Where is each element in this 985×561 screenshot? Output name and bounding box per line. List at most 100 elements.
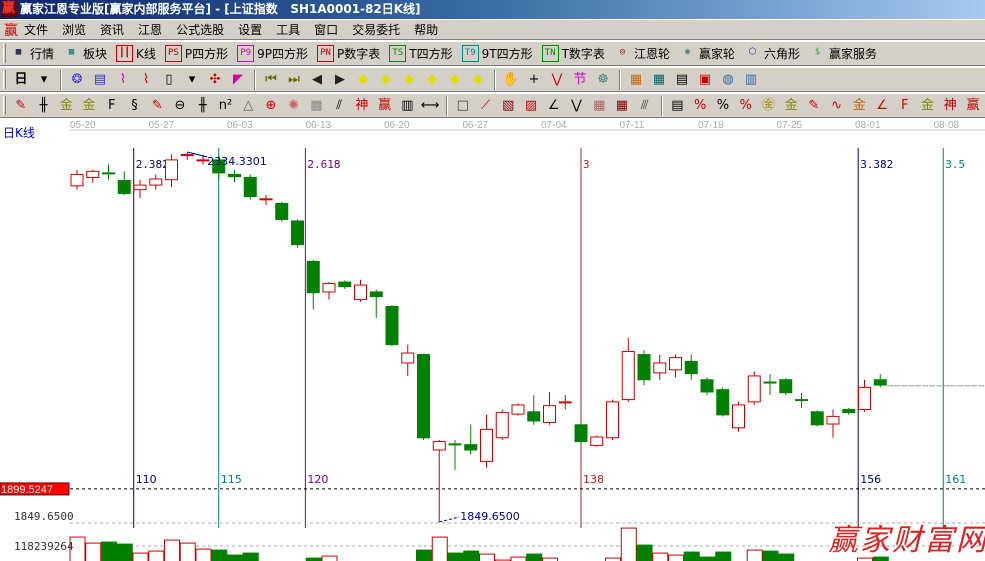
candle-type-icon[interactable]: ▯ xyxy=(165,71,173,87)
f-lines-icon[interactable]: F xyxy=(108,97,116,113)
v-lines-icon[interactable]: ⋁ xyxy=(571,97,582,113)
brain-icon[interactable]: ☸ xyxy=(597,71,609,87)
gold-lines-3-icon[interactable]: 金 xyxy=(784,97,798,113)
menu-item-2[interactable]: 资讯 xyxy=(100,23,125,37)
steps-3-icon[interactable]: ⌇ xyxy=(119,71,127,87)
toolbar-button-4[interactable]: P9 9P四方形 xyxy=(237,45,308,62)
box-icon[interactable]: □ xyxy=(456,97,469,113)
fan-box-2-icon[interactable]: ▨ xyxy=(524,97,538,113)
gold-angle-icon[interactable]: 金 xyxy=(920,97,934,113)
calculator-icon[interactable]: ▦ xyxy=(652,71,666,87)
period-selector[interactable]: 日 xyxy=(14,71,28,87)
next-icon[interactable]: ▶ xyxy=(335,71,345,87)
report-icon[interactable]: ▤ xyxy=(675,71,689,87)
fan-icon[interactable]: ⟋ xyxy=(480,97,491,113)
pen-icon[interactable]: ✎ xyxy=(15,97,27,113)
angle-lines-icon[interactable]: ⫽ xyxy=(336,97,343,113)
toolbar-button-12[interactable]: $ 赢家服务 xyxy=(809,45,877,62)
circle-ruler-icon[interactable]: ⊖ xyxy=(174,97,186,113)
network-icon[interactable]: ◍ xyxy=(722,71,734,87)
expand-all-icon[interactable]: ◆ xyxy=(450,71,460,87)
period-dropdown-icon[interactable]: ▾ xyxy=(40,71,48,87)
gold-circle-icon[interactable]: ㊎ xyxy=(761,97,775,113)
move-left-icon[interactable]: ◆ xyxy=(358,71,368,87)
toolbar-button-10[interactable]: ◉ 赢家轮 xyxy=(679,45,735,62)
shen-angle-icon[interactable]: 神 xyxy=(943,97,957,113)
kline-chart[interactable]: 05-20 05-27 06-03 06-13 06-20 06-27 07-04 07-11… xyxy=(0,118,985,561)
crosshair-icon[interactable]: + xyxy=(528,71,540,87)
expand-h-icon[interactable]: ◆ xyxy=(404,71,414,87)
toolbar-button-5[interactable]: PN P数字表 xyxy=(317,45,380,62)
flag-icon[interactable]: ◤ xyxy=(233,71,243,87)
toolbar-button-8[interactable]: TN T数字表 xyxy=(541,45,605,62)
grid-lines-icon[interactable]: ╫ xyxy=(198,97,207,113)
triangle-icon[interactable]: △ xyxy=(243,97,254,113)
hand-icon[interactable]: ✋ xyxy=(502,71,520,87)
style-icon[interactable]: ✣ xyxy=(209,71,221,87)
bars-icon[interactable]: ▤ xyxy=(671,97,684,113)
web-icon[interactable]: ▩ xyxy=(310,97,323,113)
parallel-lines-icon[interactable]: ╫ xyxy=(39,97,48,113)
menu-item-1[interactable]: 浏览 xyxy=(62,23,87,37)
gold-lines-icon[interactable]: 金 xyxy=(59,97,73,113)
pattern-icon[interactable]: ❂ xyxy=(71,71,83,87)
n-square-icon[interactable]: n² xyxy=(218,97,233,113)
toolbar-button-7[interactable]: T9 9T四方形 xyxy=(461,45,533,62)
toolbar-grip[interactable] xyxy=(3,96,6,115)
percent-lines-icon[interactable]: % xyxy=(739,97,752,113)
menu-item-0[interactable]: 文件 xyxy=(24,23,49,37)
menu-item-4[interactable]: 公式选股 xyxy=(176,23,225,37)
computer-icon[interactable]: ▥ xyxy=(744,71,758,87)
grid-box-2-icon[interactable]: ▦ xyxy=(615,97,629,113)
grid-box-icon[interactable]: ▦ xyxy=(593,97,606,113)
toolbar-button-11[interactable]: ⬡ 六角形 xyxy=(744,45,800,62)
toolbar-button-0[interactable]: ▦ 行情 xyxy=(10,45,54,62)
width-icon[interactable]: ⟷ xyxy=(420,97,440,113)
menu-item-6[interactable]: 工具 xyxy=(276,23,301,37)
zigzag-icon[interactable]: ⋁ xyxy=(551,71,563,87)
ying-angle-icon[interactable]: 赢 xyxy=(966,97,980,113)
document-icon[interactable]: ▤ xyxy=(93,71,107,87)
wave-icon[interactable]: ∿ xyxy=(831,97,842,113)
menu-item-9[interactable]: 帮助 xyxy=(414,23,439,37)
gold-red-icon[interactable]: 金 xyxy=(852,97,866,113)
ruler-123-icon[interactable]: ▥ xyxy=(401,97,414,113)
menu-item-7[interactable]: 窗口 xyxy=(314,23,339,37)
toolbar-grip[interactable] xyxy=(3,44,6,63)
toolbar-button-1[interactable]: ▩ 板块 xyxy=(63,45,107,62)
toolbar-button-9[interactable]: ◎ 江恩轮 xyxy=(614,45,670,62)
shrink-h-icon[interactable]: ◆ xyxy=(427,71,437,87)
spiral-lines-icon[interactable]: § xyxy=(131,97,138,113)
last-icon[interactable]: ⏭ xyxy=(288,71,300,87)
toolbar-button-6[interactable]: TS T四方形 xyxy=(389,45,453,62)
menu-item-5[interactable]: 设置 xyxy=(238,23,263,37)
gold-lines-2-icon[interactable]: 金 xyxy=(82,97,96,113)
percent-icon[interactable]: % xyxy=(716,97,730,113)
angle-fan-icon[interactable]: ∠ xyxy=(547,97,560,113)
target-icon[interactable]: ⊕ xyxy=(265,97,277,113)
toolbar-grip[interactable] xyxy=(3,70,6,89)
hatch-icon[interactable]: ⫻ xyxy=(640,97,649,113)
expand-v-icon[interactable]: ◆ xyxy=(473,71,483,87)
first-icon[interactable]: ⏮ xyxy=(265,71,277,87)
j-angle-icon[interactable]: ∠ xyxy=(876,97,888,113)
menu-item-3[interactable]: 江恩 xyxy=(138,23,163,37)
save-icon[interactable]: ▣ xyxy=(698,71,712,87)
move-right-icon[interactable]: ◆ xyxy=(381,71,391,87)
menu-item-8[interactable]: 交易委托 xyxy=(352,23,401,37)
toolbar-button-3[interactable]: PS P四方形 xyxy=(164,45,228,62)
star-burst-icon[interactable]: ✺ xyxy=(288,97,300,113)
ying-icon[interactable]: 赢 xyxy=(378,97,392,113)
shen-icon[interactable]: 神 xyxy=(355,97,369,113)
node-icon[interactable]: 节 xyxy=(573,71,587,87)
candle-type-dropdown-icon[interactable]: ▾ xyxy=(188,71,196,87)
toolbar-button-2[interactable]: ┃┃ K线 xyxy=(116,45,156,62)
percent-line-icon[interactable]: % xyxy=(693,97,707,113)
prev-icon[interactable]: ◀ xyxy=(312,71,322,87)
steps-9-icon[interactable]: ⌇ xyxy=(142,71,150,87)
pen-lines-icon[interactable]: ✎ xyxy=(808,97,820,113)
calendar-icon[interactable]: ▦ xyxy=(629,71,643,87)
menu-logo-icon[interactable]: 赢 xyxy=(4,22,18,39)
pen-ruler-icon[interactable]: ✎ xyxy=(151,97,163,113)
f-angle-icon[interactable]: F xyxy=(901,97,909,113)
